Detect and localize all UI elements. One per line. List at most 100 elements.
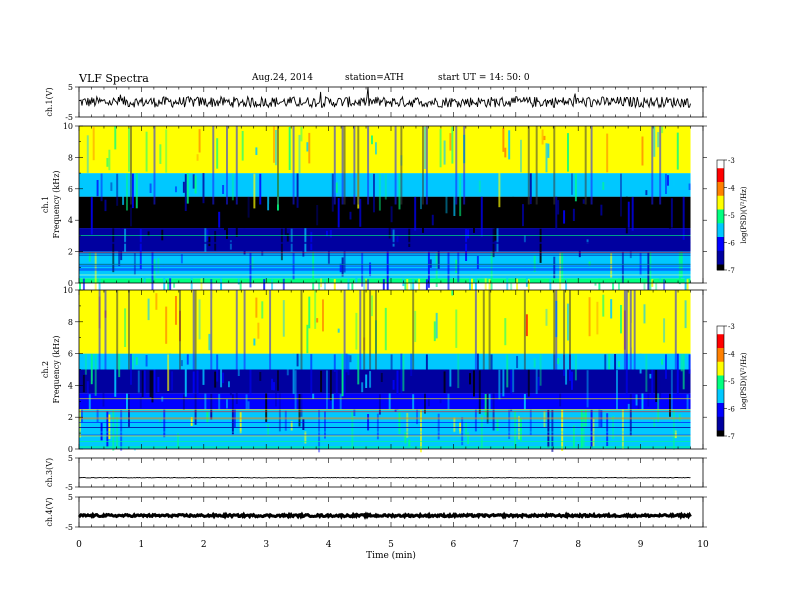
spectrogram-cell <box>649 373 652 379</box>
colorbar-cell <box>717 361 724 365</box>
colorbar-cell <box>717 433 724 437</box>
spectrogram-cell <box>388 197 391 239</box>
spectrogram-cell <box>435 312 438 339</box>
spectrogram-cell <box>586 370 589 408</box>
spectrogram-cell <box>120 228 123 261</box>
spectrogram-cell <box>439 399 442 404</box>
spectrogram-cell <box>516 355 519 369</box>
colorbar-cell <box>717 422 724 426</box>
spectrogram-cell <box>606 413 609 446</box>
colorbar-cell <box>717 345 724 349</box>
spectrogram-cell <box>92 380 95 387</box>
spectrogram-cell <box>245 197 248 216</box>
colorbar-cell <box>717 261 724 265</box>
panel-3: 0 2 4 6 8 10 ch.2 Frequency (kHz) <box>41 286 707 454</box>
spectrogram-streak <box>343 126 346 205</box>
spectrogram-cell <box>551 409 554 452</box>
panel-2: 0 2 4 6 8 10 ch.1 Frequency (kHz) <box>41 122 707 322</box>
spectrogram-cell <box>621 251 624 284</box>
spectrogram-cell <box>545 143 548 173</box>
spectrogram-cell <box>226 399 228 409</box>
spectrogram-cell <box>90 353 93 385</box>
spectrogram-streak <box>425 126 428 205</box>
spectrogram-streak <box>651 126 654 205</box>
spectrogram-cell <box>667 175 669 186</box>
spectrogram-cell <box>228 203 230 213</box>
spectrogram-band <box>79 290 691 354</box>
spectrogram-cell <box>177 198 179 225</box>
spectrogram-cell <box>149 370 152 398</box>
spectrogram-cell <box>122 383 125 391</box>
colorbar-tick-label: -6 <box>728 240 735 248</box>
spectrogram-cell <box>529 393 532 436</box>
spectrogram-cell <box>543 411 546 428</box>
spectrogram-streak <box>292 126 295 205</box>
y-tick-label: -5 <box>65 483 73 492</box>
spectrogram-cell <box>292 353 295 394</box>
spectrogram-cell <box>100 422 103 441</box>
spectrogram-cell <box>567 133 569 172</box>
colorbar-cell <box>717 220 724 224</box>
spectrogram-cell <box>196 154 199 161</box>
spectrogram-cell <box>239 278 242 297</box>
spectrogram-cell <box>514 411 517 449</box>
spectrogram-cell <box>104 199 107 212</box>
colorbar-cell <box>717 326 724 330</box>
spectrogram-cell <box>441 291 444 308</box>
colorbar-cell <box>717 370 724 374</box>
spectrogram-cell <box>147 231 150 237</box>
spectrogram-cell <box>316 318 319 323</box>
colorbar-cell <box>717 348 724 352</box>
spectrogram-cell <box>341 354 344 397</box>
x-tick-label: 9 <box>638 540 644 550</box>
spectrogram-cell <box>135 173 138 209</box>
colorbar-cell <box>717 375 724 379</box>
spectrogram-cell <box>637 393 640 409</box>
spectrogram-cell <box>506 354 509 388</box>
spectrogram-streak <box>375 290 377 370</box>
spectrogram-cell <box>400 353 403 394</box>
colorbar-cell <box>717 337 724 341</box>
spectrogram-cell <box>572 208 575 221</box>
spectrogram-cell <box>224 414 226 443</box>
spectrogram-cell <box>218 211 221 228</box>
spectrogram-cell <box>588 297 591 337</box>
spectrogram-cell <box>490 251 493 292</box>
spectrogram-cell <box>265 393 268 422</box>
spectrogram-cell <box>280 228 283 261</box>
spectrogram-cell <box>312 251 315 291</box>
spectrogram-cell <box>567 303 569 341</box>
spectrogram-cell <box>167 278 170 300</box>
spectrogram-cell <box>206 229 209 241</box>
colorbar-cell <box>717 342 724 346</box>
y-tick-label: 5 <box>68 83 73 92</box>
spectrogram-cell <box>574 354 577 381</box>
spectrogram-cell <box>657 132 660 148</box>
spectrogram-cell <box>424 126 426 169</box>
spectrogram-streak <box>359 290 362 370</box>
y-axis-label: ch.2 <box>41 361 50 378</box>
y-tick-label: 6 <box>68 185 73 194</box>
spectrogram-cell <box>612 278 615 291</box>
spectrogram-cell <box>179 204 181 227</box>
spectrogram-cell <box>553 256 556 279</box>
spectrogram-cell <box>608 209 611 226</box>
spectrogram-cell <box>486 232 489 251</box>
spectrogram-cell <box>235 197 238 237</box>
spectrogram-cell <box>249 369 252 402</box>
spectrogram-cell <box>180 254 183 264</box>
colorbar-cell <box>717 353 724 357</box>
spectrogram-cell <box>212 298 215 320</box>
spectrogram-cell <box>114 126 117 150</box>
spectrogram-cell <box>329 370 332 401</box>
colorbar-cell <box>717 187 724 191</box>
spectrogram-streak <box>128 290 130 370</box>
spectrogram-cell <box>335 370 338 405</box>
spectrogram-cell <box>79 409 81 438</box>
spectrogram-cell <box>394 393 397 412</box>
spectrogram-cell <box>661 126 664 134</box>
spectrogram-cell <box>457 252 460 283</box>
spectrogram-cell <box>341 257 344 277</box>
spectrogram-cell <box>412 279 415 298</box>
spectrogram-cell <box>177 433 179 447</box>
